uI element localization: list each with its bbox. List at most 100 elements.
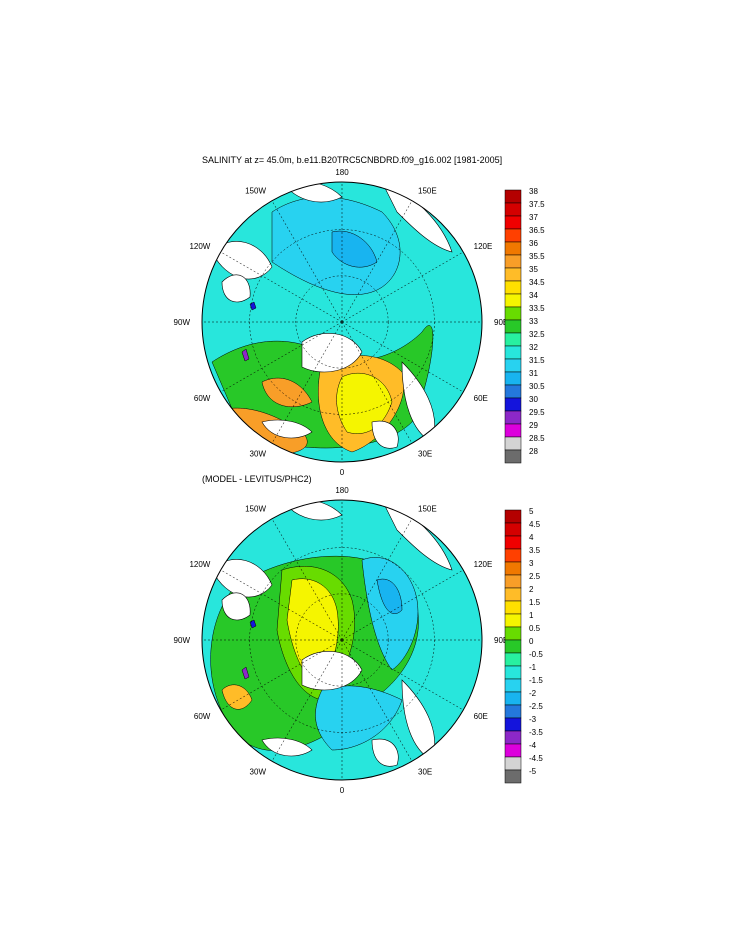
colorbar-label: 0.5 xyxy=(529,624,541,633)
meridian-label: 90E xyxy=(494,318,508,327)
latitude-circle xyxy=(295,593,389,687)
land-mass xyxy=(211,241,273,280)
colorbar-swatch xyxy=(504,202,522,217)
colorbar-swatch xyxy=(504,652,522,667)
colorbar-label: 37 xyxy=(529,213,538,222)
colorbar-swatch xyxy=(504,215,522,230)
meridian-label: 150W xyxy=(245,186,266,195)
colorbar-label: 1.5 xyxy=(529,598,541,607)
contour-fill-purple xyxy=(241,348,250,362)
colorbar-label: 34 xyxy=(529,291,538,300)
colorbar-swatch xyxy=(504,587,522,602)
colorbar-label: 2.5 xyxy=(529,572,541,581)
colorbar-label: 4.5 xyxy=(529,520,541,529)
difference-colorbar: 5 4.5 4 3.5 3 2.5 2 1.5 1 0.5 0 -0.5 -1 -1.5 -2 -2.5 -3 -… xyxy=(504,507,543,784)
meridian-line xyxy=(341,251,464,323)
meridian-label: 30E xyxy=(418,768,432,777)
colorbar-swatch xyxy=(504,717,522,732)
meridian-line xyxy=(220,639,343,711)
meridian-label: 120W xyxy=(189,560,210,569)
land-mass xyxy=(261,419,313,439)
land-mass xyxy=(261,737,313,757)
colorbar-swatch xyxy=(504,626,522,641)
meridian-label: 90W xyxy=(174,318,191,327)
meridian-label: 150W xyxy=(245,504,266,513)
land-mass xyxy=(221,592,251,621)
colorbar-swatch xyxy=(504,436,522,451)
colorbar-swatch xyxy=(504,332,522,347)
meridian-label: 180 xyxy=(335,168,349,177)
colorbar-swatch xyxy=(504,280,522,295)
colorbar-label: -2 xyxy=(529,689,537,698)
colorbar-label: 35 xyxy=(529,265,538,274)
colorbar-label: 29.5 xyxy=(529,408,545,417)
meridian-label: 120W xyxy=(189,242,210,251)
colorbar-label: 38 xyxy=(529,187,538,196)
colorbar-swatch xyxy=(504,423,522,438)
colorbar-label: 33.5 xyxy=(529,304,545,313)
colorbar-swatch xyxy=(504,639,522,654)
salinity-map: 180 150E 120E 90E 60E 30E 0 30W 60W 90W 120W 150W xyxy=(174,168,509,477)
colorbar-label: 4 xyxy=(529,533,534,542)
colorbar-label: -3 xyxy=(529,715,537,724)
colorbar-swatch xyxy=(504,449,522,464)
colorbar-label: 30 xyxy=(529,395,538,404)
colorbar-swatch xyxy=(504,267,522,282)
colorbar-label: 34.5 xyxy=(529,278,545,287)
meridian-line xyxy=(220,321,343,393)
meridian-label: 90W xyxy=(174,636,191,645)
colorbar-label: 3 xyxy=(529,559,534,568)
difference-map: 180 150E 120E 90E 60E 30E 0 30W 60W 90W 120W 150W xyxy=(174,486,509,795)
colorbar-label: 32 xyxy=(529,343,538,352)
colorbar-label: -2.5 xyxy=(529,702,543,711)
colorbar-swatch xyxy=(504,241,522,256)
colorbar-swatch xyxy=(504,189,522,204)
colorbar-label: 37.5 xyxy=(529,200,545,209)
colorbar-label: 36 xyxy=(529,239,538,248)
colorbar-label: -1.5 xyxy=(529,676,543,685)
land-mass xyxy=(211,559,273,598)
colorbar-swatch xyxy=(504,535,522,550)
colorbar-label: 35.5 xyxy=(529,252,545,261)
meridian-line xyxy=(271,321,343,444)
meridian-label: 0 xyxy=(340,468,345,477)
meridian-label: 60E xyxy=(474,712,488,721)
colorbar-swatch xyxy=(504,228,522,243)
meridian-line xyxy=(341,321,413,444)
colorbar-swatch xyxy=(504,743,522,758)
colorbar-swatch xyxy=(504,397,522,412)
colorbar-swatch xyxy=(504,306,522,321)
land-mass xyxy=(301,333,363,373)
colorbar-swatch xyxy=(504,574,522,589)
map-title: SALINITY at z= 45.0m, b.e11.B20TRC5CNBDR… xyxy=(202,155,503,165)
meridian-label: 150E xyxy=(418,504,437,513)
latitude-circle xyxy=(295,275,389,369)
contour-fill-sky xyxy=(361,557,419,671)
meridian-line xyxy=(341,639,464,711)
colorbar-label: -1 xyxy=(529,663,537,672)
contour-fill-blue xyxy=(376,578,403,614)
meridian-line xyxy=(220,569,343,641)
colorbar-swatch xyxy=(504,410,522,425)
colorbar-swatch xyxy=(504,522,522,537)
contour-fill-deep_blue xyxy=(249,619,257,629)
contour-fill-deep_blue xyxy=(249,301,257,311)
colorbar-swatch xyxy=(504,293,522,308)
meridian-label: 120E xyxy=(474,560,493,569)
colorbar-swatch xyxy=(504,254,522,269)
contour-fill-purple xyxy=(241,666,250,680)
colorbar-swatch xyxy=(504,665,522,680)
meridian-line xyxy=(220,251,343,323)
meridian-line xyxy=(341,518,413,641)
colorbar-label: -3.5 xyxy=(529,728,543,737)
colorbar-swatch xyxy=(504,600,522,615)
colorbar-label: 5 xyxy=(529,507,534,516)
meridian-label: 0 xyxy=(340,786,345,795)
colorbar-label: 28.5 xyxy=(529,434,545,443)
contour-fill-sky xyxy=(315,685,403,751)
colorbar-swatch xyxy=(504,769,522,784)
colorbar-label: 29 xyxy=(529,421,538,430)
colorbar-swatch xyxy=(504,358,522,373)
colorbar-label: -4 xyxy=(529,741,537,750)
